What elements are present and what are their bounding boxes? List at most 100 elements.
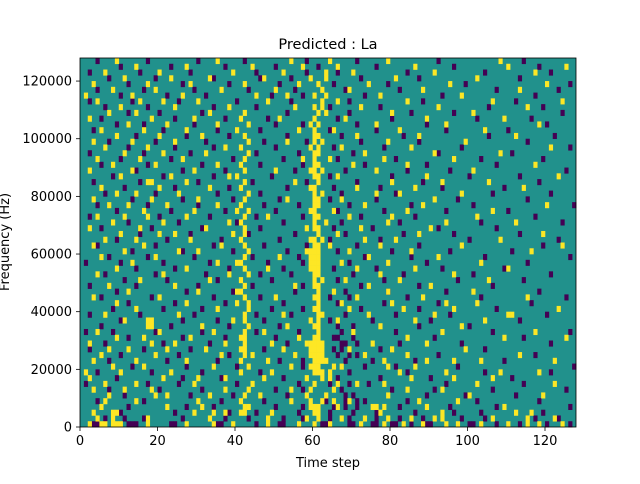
heatmap-cell-high xyxy=(227,271,232,278)
heatmap-cell-high xyxy=(246,300,251,307)
heatmap-cell-low xyxy=(254,328,259,336)
heatmap-cell-high xyxy=(424,403,430,411)
heatmap-cell-high xyxy=(455,421,461,428)
heatmap-cell-high xyxy=(405,386,410,393)
heatmap-cell-high xyxy=(490,375,495,382)
heatmap-cell-high xyxy=(498,236,503,243)
heatmap-cell-high xyxy=(413,265,418,272)
heatmap-cell-high xyxy=(238,277,244,284)
heatmap-cell-high xyxy=(118,104,123,111)
heatmap-cell-low xyxy=(479,294,484,301)
heatmap-cell-low xyxy=(200,386,205,393)
heatmap-cell-high xyxy=(169,75,174,82)
heatmap-cell-high xyxy=(87,421,92,428)
heatmap-cell-low xyxy=(347,415,352,422)
heatmap-cell-low xyxy=(246,415,251,422)
heatmap-cell-high xyxy=(246,323,251,330)
heatmap-cell-low xyxy=(316,63,321,70)
heatmap-cell-high xyxy=(122,248,127,255)
heatmap-cell-low xyxy=(107,254,112,261)
heatmap-cell-low xyxy=(428,421,433,428)
heatmap-cell-high xyxy=(114,190,120,197)
heatmap-cell-low xyxy=(514,392,519,399)
heatmap-cell-low xyxy=(300,305,306,312)
heatmap-cell-high xyxy=(122,75,127,82)
heatmap-cell-high xyxy=(316,196,321,203)
heatmap-cell-low xyxy=(188,69,193,76)
heatmap-cell-high xyxy=(405,334,410,341)
heatmap-cell-high xyxy=(95,328,100,336)
heatmap-cell-high xyxy=(339,415,344,422)
x-tick-label: 40 xyxy=(227,434,244,449)
heatmap-cell-high xyxy=(312,173,317,180)
heatmap-cell-high xyxy=(235,300,240,307)
heatmap-cell-high xyxy=(312,132,317,140)
heatmap-cell-low xyxy=(343,403,348,411)
heatmap-cell-high xyxy=(421,86,426,93)
heatmap-cell-high xyxy=(316,369,321,376)
heatmap-cell-low xyxy=(370,357,375,364)
heatmap-cell-high xyxy=(552,357,557,364)
heatmap-cell-high xyxy=(312,265,317,272)
heatmap-cell-high xyxy=(83,369,89,376)
heatmap-cell-high xyxy=(517,352,523,359)
heatmap-cell-high xyxy=(312,115,317,122)
heatmap-cell-low xyxy=(204,271,209,278)
heatmap-cell-low xyxy=(568,254,573,261)
heatmap-cell-high xyxy=(196,98,201,105)
heatmap-cell-low xyxy=(231,248,236,255)
heatmap-cell-high xyxy=(142,127,147,134)
heatmap-cell-high xyxy=(312,323,317,330)
heatmap-cell-low xyxy=(293,230,298,238)
heatmap-cell-low xyxy=(176,98,182,105)
heatmap-cell-high xyxy=(351,69,356,76)
heatmap-cell-low xyxy=(192,121,197,128)
heatmap-cell-low xyxy=(300,259,306,266)
heatmap-cell-high xyxy=(238,346,244,353)
heatmap-cell-low xyxy=(537,179,542,186)
heatmap-cell-high xyxy=(459,190,464,197)
heatmap-cell-high xyxy=(502,334,507,341)
heatmap-cell-high xyxy=(339,300,344,307)
heatmap-cell-low xyxy=(145,161,151,168)
heatmap-cell-low xyxy=(227,81,232,88)
heatmap-cell-low xyxy=(277,323,282,330)
heatmap-cell-low xyxy=(273,144,278,151)
heatmap-cell-high xyxy=(316,230,321,238)
heatmap-cell-high xyxy=(339,259,344,266)
heatmap-cell-low xyxy=(490,328,495,336)
heatmap-cell-high xyxy=(324,69,329,76)
heatmap-cell-low xyxy=(304,138,309,145)
heatmap-cell-high xyxy=(262,328,267,336)
heatmap-cell-low xyxy=(145,202,151,209)
heatmap-cell-high xyxy=(316,121,321,128)
heatmap-cell-high xyxy=(297,421,302,428)
heatmap-cell-low xyxy=(87,346,92,353)
heatmap-cell-high xyxy=(308,207,313,214)
heatmap-cell-high xyxy=(184,179,189,186)
heatmap-cell-high xyxy=(126,121,131,128)
heatmap-cell-high xyxy=(316,248,321,255)
heatmap-cell-high xyxy=(320,98,325,105)
heatmap-cell-high xyxy=(316,363,321,370)
heatmap-cell-high xyxy=(87,167,92,174)
heatmap-cell-high xyxy=(99,403,104,411)
heatmap-cell-high xyxy=(316,254,321,261)
heatmap-cell-high xyxy=(200,403,205,411)
heatmap-cell-low xyxy=(223,415,228,422)
heatmap-cell-high xyxy=(475,75,480,82)
heatmap-cell-high xyxy=(312,150,317,157)
heatmap-cell-low xyxy=(417,305,422,312)
heatmap-cell-low xyxy=(126,219,131,226)
heatmap-cell-low xyxy=(397,340,402,347)
heatmap-cell-low xyxy=(142,398,147,405)
heatmap-cell-low xyxy=(285,184,290,191)
heatmap-cell-high xyxy=(304,375,309,382)
heatmap-cell-high xyxy=(281,346,286,353)
heatmap-cell-low xyxy=(424,392,430,399)
heatmap-cell-low xyxy=(289,311,294,318)
heatmap-cell-high xyxy=(235,259,240,266)
heatmap-cell-low xyxy=(533,213,538,220)
heatmap-cell-high xyxy=(266,357,271,364)
heatmap-cell-low xyxy=(382,277,387,284)
